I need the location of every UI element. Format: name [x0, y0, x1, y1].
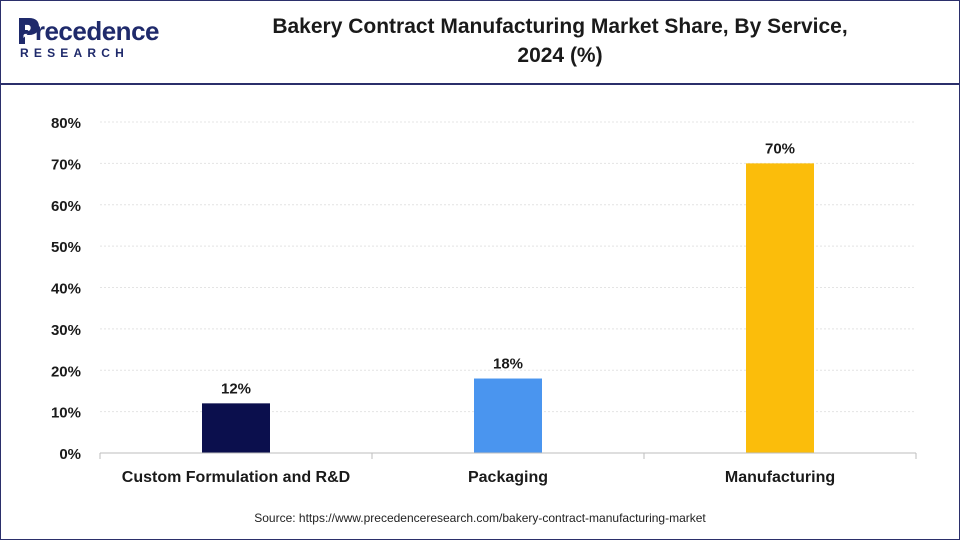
- bar: [474, 378, 542, 453]
- bar: [202, 403, 270, 453]
- header: Precedence RESEARCH Bakery Contract Manu…: [0, 0, 960, 84]
- y-tick-label: 0%: [59, 446, 81, 463]
- chart-title-line1: Bakery Contract Manufacturing Market Sha…: [272, 15, 848, 38]
- y-tick-label: 50%: [51, 239, 81, 256]
- y-tick-label: 10%: [51, 405, 81, 422]
- y-tick-label: 70%: [51, 156, 81, 173]
- bar: [746, 163, 814, 453]
- data-label: 12%: [221, 380, 251, 397]
- y-tick-label: 20%: [51, 363, 81, 380]
- x-tick-label: Manufacturing: [725, 469, 835, 486]
- logo-text: Precedence: [18, 16, 159, 46]
- logo-subtext: RESEARCH: [20, 46, 129, 60]
- y-tick-label: 60%: [51, 198, 81, 215]
- chart-title: Bakery Contract Manufacturing Market Sha…: [210, 12, 910, 70]
- data-label: 18%: [493, 356, 523, 373]
- source-note: Source: https://www.precedenceresearch.c…: [254, 511, 706, 525]
- x-tick-label: Custom Formulation and R&D: [122, 469, 350, 486]
- bars: 12% 18% 70%: [202, 140, 814, 453]
- y-axis: 0% 10% 20% 30% 40% 50% 60% 70% 80%: [51, 115, 81, 463]
- logo-mark-icon: [19, 18, 39, 44]
- y-tick-label: 40%: [51, 281, 81, 298]
- brand-logo: Precedence RESEARCH: [18, 12, 168, 68]
- y-tick-label: 30%: [51, 322, 81, 339]
- x-tick-label: Packaging: [468, 469, 548, 486]
- y-tick-label: 80%: [51, 115, 81, 132]
- header-divider: [0, 83, 960, 85]
- data-label: 70%: [765, 140, 795, 157]
- chart-title-line2: 2024 (%): [517, 44, 603, 67]
- x-axis: Custom Formulation and R&D Packaging Manuf…: [99, 452, 917, 486]
